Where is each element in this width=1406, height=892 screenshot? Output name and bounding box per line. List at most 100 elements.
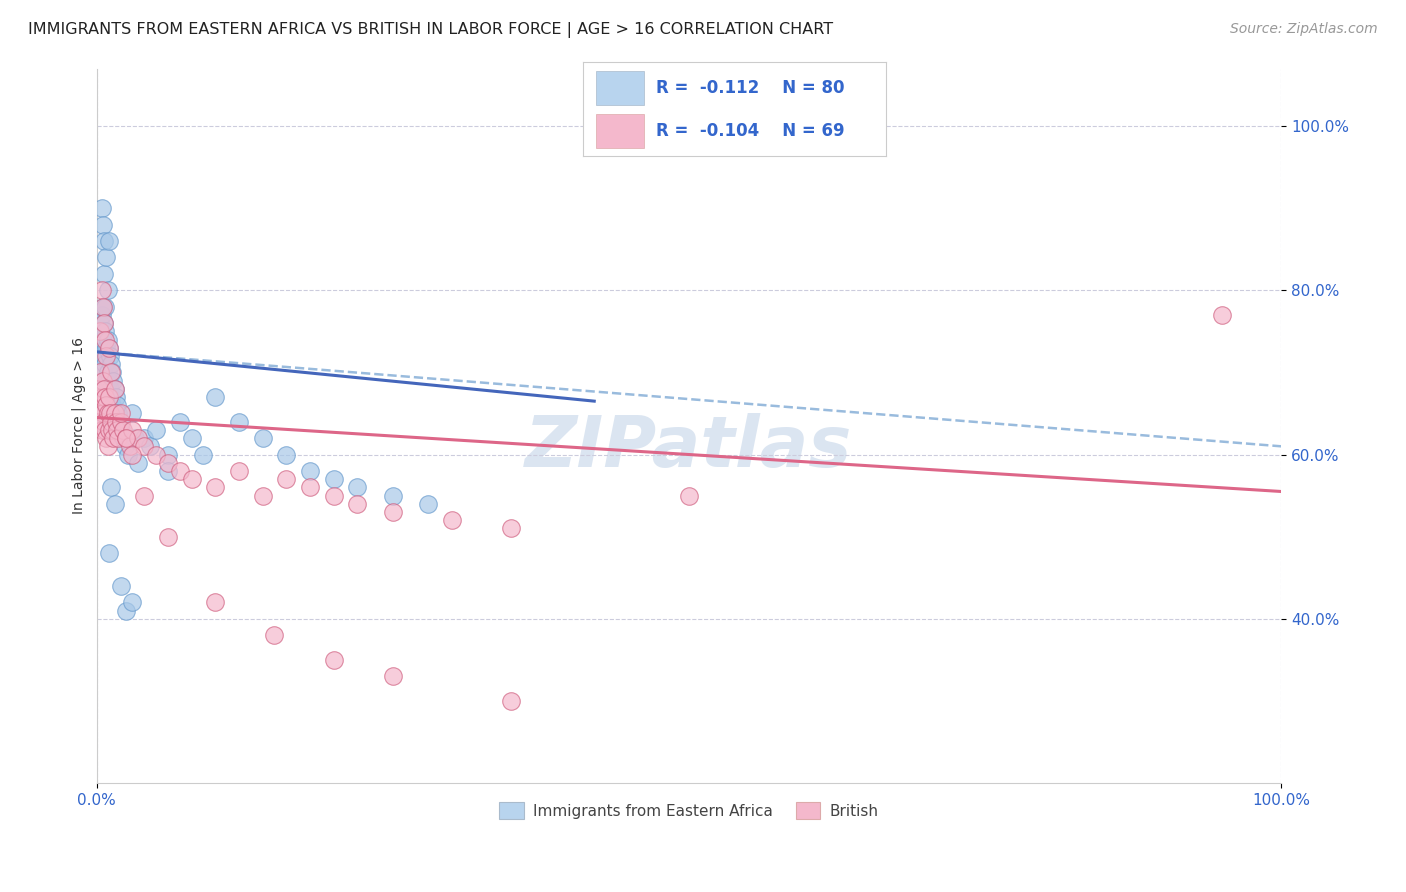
Point [93, 234, 115, 248]
Point [93, 316, 115, 330]
Point [263, 628, 285, 642]
Point [87, 382, 110, 396]
Point [156, 464, 179, 478]
Point [89, 415, 111, 429]
Point [101, 423, 124, 437]
Legend: Immigrants from Eastern Africa, British: Immigrants from Eastern Africa, British [494, 796, 884, 825]
Point [110, 579, 132, 593]
Point [121, 595, 143, 609]
Point [90, 390, 112, 404]
Point [118, 439, 141, 453]
Point [97, 407, 120, 421]
Point [104, 407, 127, 421]
Point [89, 398, 111, 412]
Point [1211, 308, 1233, 322]
Point [121, 407, 143, 421]
Point [156, 456, 179, 470]
Point [87, 398, 110, 412]
Point [97, 341, 120, 355]
Point [346, 480, 368, 494]
Point [418, 497, 440, 511]
Point [107, 407, 129, 421]
Point [96, 365, 118, 379]
Point [91, 365, 114, 379]
Point [96, 333, 118, 347]
Point [134, 489, 156, 503]
Point [96, 349, 118, 363]
Point [105, 398, 128, 412]
Point [110, 415, 132, 429]
Point [97, 423, 120, 437]
Point [94, 390, 117, 404]
Point [204, 595, 226, 609]
FancyBboxPatch shape [596, 114, 644, 148]
Point [276, 472, 298, 486]
Point [134, 439, 156, 453]
Point [90, 423, 112, 437]
Point [501, 694, 523, 708]
Text: Source: ZipAtlas.com: Source: ZipAtlas.com [1230, 22, 1378, 37]
Point [89, 398, 111, 412]
Text: ZIPatlas: ZIPatlas [526, 413, 852, 482]
Point [100, 415, 122, 429]
Point [100, 390, 122, 404]
Point [93, 349, 115, 363]
Point [98, 407, 121, 421]
Point [298, 480, 321, 494]
Point [90, 341, 112, 355]
Point [145, 448, 167, 462]
Point [111, 431, 134, 445]
Point [228, 464, 250, 478]
Point [104, 415, 127, 429]
Point [115, 431, 138, 445]
Y-axis label: In Labor Force | Age > 16: In Labor Force | Age > 16 [72, 337, 86, 515]
Point [96, 283, 118, 297]
Point [96, 398, 118, 412]
Point [252, 489, 274, 503]
Text: R =  -0.112    N = 80: R = -0.112 N = 80 [657, 78, 845, 96]
Point [104, 382, 127, 396]
Point [105, 423, 128, 437]
Point [134, 431, 156, 445]
Point [89, 365, 111, 379]
Point [96, 407, 118, 421]
Point [97, 234, 120, 248]
Point [322, 653, 344, 667]
Point [346, 497, 368, 511]
Point [91, 218, 114, 232]
Point [100, 365, 122, 379]
Point [501, 521, 523, 535]
Point [97, 546, 120, 560]
Point [97, 341, 120, 355]
Point [96, 439, 118, 453]
Point [298, 464, 321, 478]
Point [381, 489, 404, 503]
Point [90, 374, 112, 388]
Point [93, 382, 115, 396]
Point [101, 398, 124, 412]
Point [252, 431, 274, 445]
Point [322, 472, 344, 486]
Point [117, 448, 139, 462]
Point [180, 431, 202, 445]
Point [121, 448, 143, 462]
Point [93, 415, 115, 429]
Point [89, 349, 111, 363]
Point [104, 382, 127, 396]
Point [89, 324, 111, 338]
Point [110, 423, 132, 437]
Point [87, 349, 110, 363]
Point [322, 489, 344, 503]
Point [89, 316, 111, 330]
Point [94, 390, 117, 404]
Point [104, 390, 127, 404]
Point [100, 357, 122, 371]
Point [139, 439, 162, 453]
Point [96, 431, 118, 445]
Point [94, 357, 117, 371]
Point [94, 423, 117, 437]
Point [228, 415, 250, 429]
Point [127, 431, 149, 445]
Point [90, 283, 112, 297]
Point [89, 365, 111, 379]
